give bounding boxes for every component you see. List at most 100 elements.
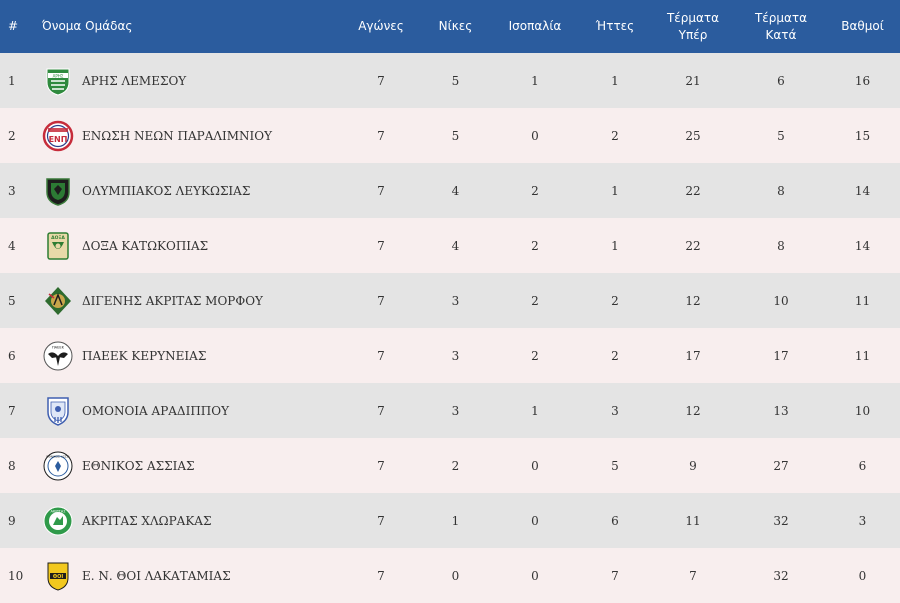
thoi-crest-text: ΘΟΙ xyxy=(53,573,64,579)
wins-cell: 4 xyxy=(422,218,489,273)
header-wins[interactable]: Νίκες xyxy=(422,0,489,53)
position-cell: 10 xyxy=(0,548,38,603)
position-cell: 6 xyxy=(0,328,38,383)
goals-against-cell: 6 xyxy=(737,53,825,108)
team-cell[interactable]: ΟΜΟΝΟΙΑ ΑΡΑΔΙΠΠΟΥ xyxy=(38,383,340,438)
table-row: 4 ΔΟΞΑ ΔΟΞΑ ΚΑΤΩΚΟΠΙΑΣ 7 4 2 1 22 8 14 xyxy=(0,218,900,273)
losses-cell: 5 xyxy=(581,438,649,493)
points-cell: 6 xyxy=(825,438,900,493)
team-name[interactable]: ΟΛΥΜΠΙΑΚΟΣ ΛΕΥΚΩΣΙΑΣ xyxy=(82,183,251,198)
team-name[interactable]: ΑΡΗΣ ΛΕΜΕΣΟΥ xyxy=(82,73,187,88)
goals-for-cell: 21 xyxy=(649,53,737,108)
header-draws[interactable]: Ισοπαλία xyxy=(489,0,581,53)
header-goals-against-line1: Τέρματα xyxy=(754,10,808,25)
ethnikos-crest-text: ΕΘΝΙΚΟΣ ΑΣΣΙΑ xyxy=(46,454,70,458)
ethnikos-assias-crest-icon: ΕΘΝΙΚΟΣ ΑΣΣΙΑ xyxy=(42,450,74,482)
goals-against-cell: 5 xyxy=(737,108,825,163)
header-goals-against-line2: Κατά xyxy=(765,27,797,42)
played-cell: 7 xyxy=(340,108,422,163)
draws-cell: 2 xyxy=(489,328,581,383)
akritas-chlorakas-crest-icon: ΑΚΡΙΤΑΣ xyxy=(42,505,74,537)
header-goals-for[interactable]: Τέρματα Υπέρ xyxy=(649,0,737,53)
table-row: 3 ΟΛΥΜΠΙΑΚΟΣ ΛΕΥΚΩΣΙΑΣ 7 4 2 1 22 8 14 xyxy=(0,163,900,218)
position-cell: 7 xyxy=(0,383,38,438)
played-cell: 7 xyxy=(340,218,422,273)
aris-crest-text: ΑΡΗΣ xyxy=(53,73,64,78)
header-losses[interactable]: Ήττες xyxy=(581,0,649,53)
header-goals-for-line2: Υπέρ xyxy=(678,27,708,42)
draws-cell: 2 xyxy=(489,218,581,273)
olympiakos-nicosia-crest-icon xyxy=(42,175,74,207)
draws-cell: 2 xyxy=(489,163,581,218)
position-cell: 4 xyxy=(0,218,38,273)
team-name[interactable]: Ε. Ν. ΘΟΙ ΛΑΚΑΤΑΜΙΑΣ xyxy=(82,568,231,583)
team-name[interactable]: ΔΟΞΑ ΚΑΤΩΚΟΠΙΑΣ xyxy=(82,238,209,253)
points-cell: 16 xyxy=(825,53,900,108)
draws-cell: 2 xyxy=(489,273,581,328)
goals-against-cell: 13 xyxy=(737,383,825,438)
team-cell[interactable]: ΟΛΥΜΠΙΑΚΟΣ ΛΕΥΚΩΣΙΑΣ xyxy=(38,163,340,218)
draws-cell: 0 xyxy=(489,108,581,163)
header-position[interactable]: # xyxy=(0,0,38,53)
played-cell: 7 xyxy=(340,53,422,108)
enosis-paralimni-crest-icon: ΕΝΠ xyxy=(42,120,74,152)
points-cell: 11 xyxy=(825,273,900,328)
wins-cell: 5 xyxy=(422,108,489,163)
header-points[interactable]: Βαθμοί xyxy=(825,0,900,53)
team-name[interactable]: ΟΜΟΝΟΙΑ ΑΡΑΔΙΠΠΟΥ xyxy=(82,403,230,418)
akritas-crest-text: ΑΚΡΙΤΑΣ xyxy=(51,509,67,513)
goals-for-cell: 25 xyxy=(649,108,737,163)
team-name[interactable]: ΑΚΡΙΤΑΣ ΧΛΩΡΑΚΑΣ xyxy=(82,513,212,528)
points-cell: 14 xyxy=(825,163,900,218)
header-goals-against[interactable]: Τέρματα Κατά xyxy=(737,0,825,53)
team-name[interactable]: ΠΑΕΕΚ ΚΕΡΥΝΕΙΑΣ xyxy=(82,348,207,363)
goals-for-cell: 12 xyxy=(649,383,737,438)
team-cell[interactable]: ΘΟΙ Ε. Ν. ΘΟΙ ΛΑΚΑΤΑΜΙΑΣ xyxy=(38,548,340,603)
goals-for-cell: 7 xyxy=(649,548,737,603)
losses-cell: 7 xyxy=(581,548,649,603)
wins-cell: 3 xyxy=(422,273,489,328)
wins-cell: 4 xyxy=(422,163,489,218)
losses-cell: 1 xyxy=(581,163,649,218)
header-row: # Όνομα Ομάδας Αγώνες Νίκες Ισοπαλία Ήττ… xyxy=(0,0,900,53)
losses-cell: 2 xyxy=(581,108,649,163)
played-cell: 7 xyxy=(340,273,422,328)
table-row: 2 ΕΝΠ ΕΝΩΣΗ ΝΕΩΝ ΠΑΡΑΛΙΜΝΙΟΥ 7 5 0 2 25 … xyxy=(0,108,900,163)
losses-cell: 1 xyxy=(581,218,649,273)
goals-against-cell: 32 xyxy=(737,493,825,548)
goals-for-cell: 9 xyxy=(649,438,737,493)
team-cell[interactable]: ΔΟΞΑ ΔΟΞΑ ΚΑΤΩΚΟΠΙΑΣ xyxy=(38,218,340,273)
header-played[interactable]: Αγώνες xyxy=(340,0,422,53)
enp-crest-text: ΕΝΠ xyxy=(49,135,68,144)
losses-cell: 2 xyxy=(581,273,649,328)
table-row: 5 ΔΙΓΕΝΗΣ ΑΚΡΙΤΑΣ ΜΟΡΦΟΥ 7 3 2 2 12 10 1… xyxy=(0,273,900,328)
draws-cell: 0 xyxy=(489,548,581,603)
team-name[interactable]: ΕΝΩΣΗ ΝΕΩΝ ΠΑΡΑΛΙΜΝΙΟΥ xyxy=(82,128,273,143)
draws-cell: 1 xyxy=(489,383,581,438)
wins-cell: 3 xyxy=(422,383,489,438)
team-cell[interactable]: ΑΡΗΣ ΑΡΗΣ ΛΕΜΕΣΟΥ xyxy=(38,53,340,108)
goals-for-cell: 12 xyxy=(649,273,737,328)
wins-cell: 3 xyxy=(422,328,489,383)
team-name[interactable]: ΔΙΓΕΝΗΣ ΑΚΡΙΤΑΣ ΜΟΡΦΟΥ xyxy=(82,293,263,308)
points-cell: 10 xyxy=(825,383,900,438)
team-cell[interactable]: ΠΑΕΕΚ ΠΑΕΕΚ ΚΕΡΥΝΕΙΑΣ xyxy=(38,328,340,383)
omonia-aradippou-crest-icon xyxy=(42,395,74,427)
points-cell: 3 xyxy=(825,493,900,548)
team-cell[interactable]: ΔΙΓΕΝΗΣ ΑΚΡΙΤΑΣ ΜΟΡΦΟΥ xyxy=(38,273,340,328)
position-cell: 5 xyxy=(0,273,38,328)
team-cell[interactable]: ΑΚΡΙΤΑΣ ΑΚΡΙΤΑΣ ΧΛΩΡΑΚΑΣ xyxy=(38,493,340,548)
goals-against-cell: 10 xyxy=(737,273,825,328)
goals-for-cell: 22 xyxy=(649,218,737,273)
team-cell[interactable]: ΕΘΝΙΚΟΣ ΑΣΣΙΑ ΕΘΝΙΚΟΣ ΑΣΣΙΑΣ xyxy=(38,438,340,493)
table-row: 9 ΑΚΡΙΤΑΣ ΑΚΡΙΤΑΣ ΧΛΩΡΑΚΑΣ 7 1 0 6 11 32… xyxy=(0,493,900,548)
losses-cell: 1 xyxy=(581,53,649,108)
goals-against-cell: 27 xyxy=(737,438,825,493)
team-name[interactable]: ΕΘΝΙΚΟΣ ΑΣΣΙΑΣ xyxy=(82,458,195,473)
points-cell: 14 xyxy=(825,218,900,273)
goals-against-cell: 17 xyxy=(737,328,825,383)
header-team-name[interactable]: Όνομα Ομάδας xyxy=(38,0,340,53)
team-cell[interactable]: ΕΝΠ ΕΝΩΣΗ ΝΕΩΝ ΠΑΡΑΛΙΜΝΙΟΥ xyxy=(38,108,340,163)
table-row: 8 ΕΘΝΙΚΟΣ ΑΣΣΙΑ ΕΘΝΙΚΟΣ ΑΣΣΙΑΣ 7 2 0 5 9… xyxy=(0,438,900,493)
